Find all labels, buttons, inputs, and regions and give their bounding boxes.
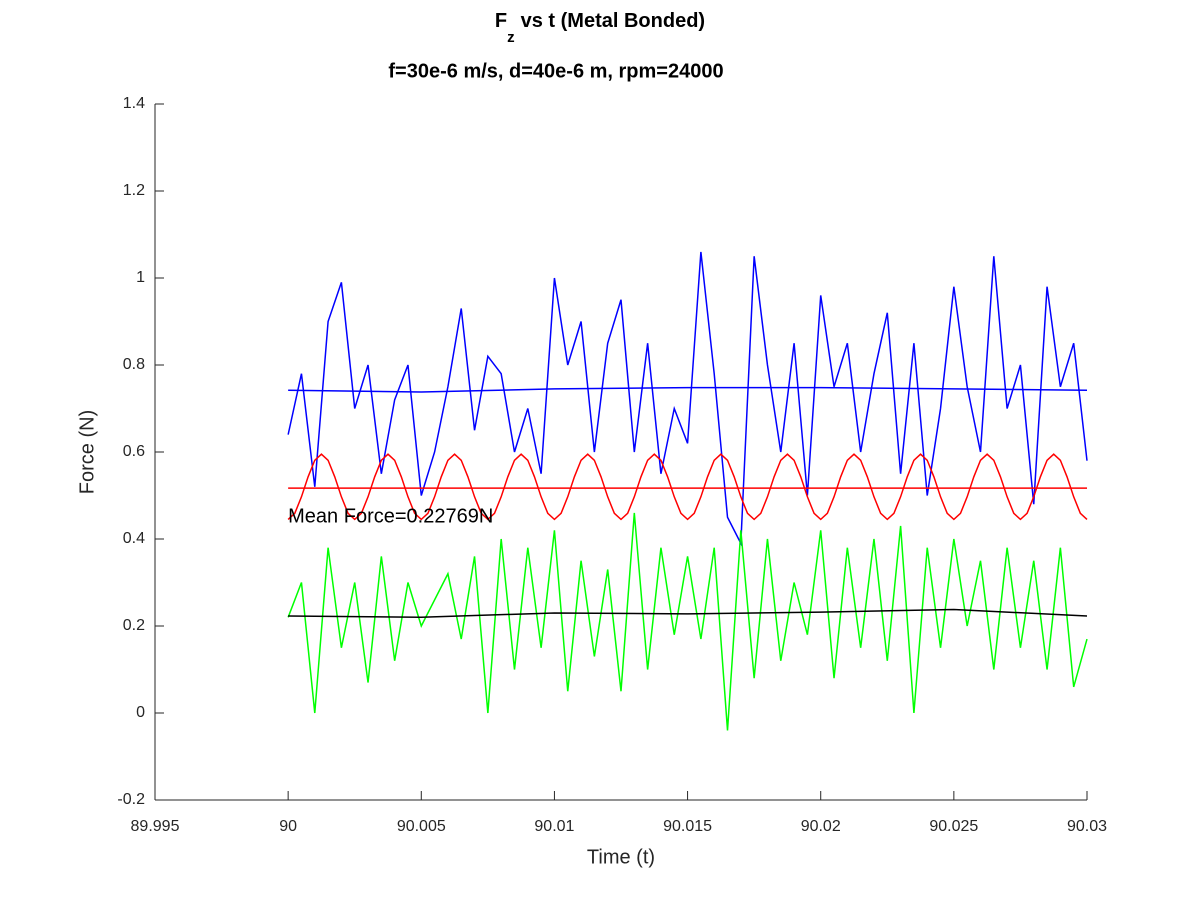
annotation: Mean Force=0.22769N	[288, 506, 493, 528]
title-subscript: z	[507, 29, 515, 46]
title-text: vs t (Metal Bonded)	[521, 10, 705, 32]
y-tick-label: 0.2	[123, 617, 145, 634]
y-tick-label: 0.6	[123, 443, 145, 460]
series-line	[287, 453, 1088, 521]
x-tick-label: 90.01	[534, 818, 574, 835]
x-tick-label: 90.02	[801, 818, 841, 835]
chart-title: Fz vs t (Metal Bonded)	[495, 10, 705, 46]
x-tick-label: 90.03	[1067, 818, 1107, 835]
x-tick-label: 90	[279, 818, 297, 835]
series-line	[287, 251, 1088, 547]
x-tick-label: 89.995	[131, 818, 180, 835]
y-tick-label: 0.4	[123, 530, 145, 547]
x-tick-label: 90.015	[663, 818, 712, 835]
series-line	[288, 608, 1088, 619]
y-axis-label: Force (N)	[76, 410, 98, 494]
y-tick-label: 1	[136, 269, 145, 286]
title-base: F	[495, 10, 507, 32]
series-line	[288, 386, 1088, 393]
y-tick-label: 0.8	[123, 356, 145, 373]
x-tick-label: 90.005	[397, 818, 446, 835]
y-tick-label: 1.4	[123, 95, 145, 112]
y-tick-label: 0	[136, 704, 145, 721]
y-tick-label: 1.2	[123, 182, 145, 199]
x-tick-label: 90.025	[929, 818, 978, 835]
x-axis-label: Time (t)	[587, 846, 655, 868]
y-tick-label: -0.2	[117, 791, 145, 808]
series-line	[287, 512, 1088, 731]
chart-subtitle: f=30e-6 m/s, d=40e-6 m, rpm=24000	[388, 60, 723, 82]
